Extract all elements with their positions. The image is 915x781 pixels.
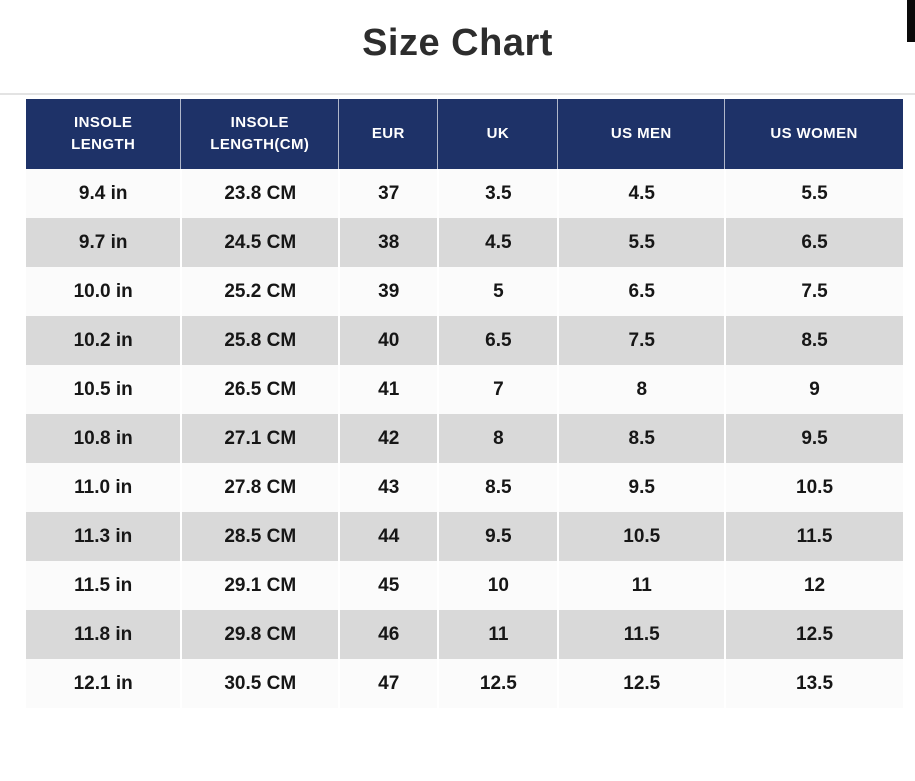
table-cell: 8.5 [557, 414, 725, 463]
table-row: 10.0 in 25.2 CM 39 5 6.5 7.5 [26, 267, 903, 316]
table-cell: 10.0 in [26, 267, 181, 316]
table-cell: 37 [338, 169, 438, 218]
table-cell: 28.5 CM [180, 512, 339, 561]
table-cell: 29.1 CM [180, 561, 339, 610]
table-cell: 8 [437, 414, 558, 463]
table-cell: 8.5 [437, 463, 558, 512]
col-header-eur: EUR [338, 99, 438, 169]
col-header-insole-length: INSOLE LENGTH [26, 99, 181, 169]
table-row: 10.8 in 27.1 CM 42 8 8.5 9.5 [26, 414, 903, 463]
table-cell: 11.5 [724, 512, 903, 561]
table-cell: 8.5 [724, 316, 903, 365]
table-cell: 11.5 [557, 610, 725, 659]
table-cell: 3.5 [437, 169, 558, 218]
table-header-row: INSOLE LENGTH INSOLE LENGTH(CM) EUR UK U… [26, 99, 903, 169]
table-cell: 11 [437, 610, 558, 659]
table-cell: 6.5 [557, 267, 725, 316]
table-cell: 29.8 CM [180, 610, 339, 659]
table-cell: 11.3 in [26, 512, 181, 561]
table-cell: 5.5 [557, 218, 725, 267]
table-cell: 39 [338, 267, 438, 316]
table-cell: 25.8 CM [180, 316, 339, 365]
table-cell: 12.1 in [26, 659, 181, 708]
table-cell: 11.0 in [26, 463, 181, 512]
table-cell: 11 [557, 561, 725, 610]
table-row: 11.5 in 29.1 CM 45 10 11 12 [26, 561, 903, 610]
table-cell: 10 [437, 561, 558, 610]
table-cell: 9.5 [437, 512, 558, 561]
table-cell: 12.5 [437, 659, 558, 708]
table-row: 11.0 in 27.8 CM 43 8.5 9.5 10.5 [26, 463, 903, 512]
top-right-black-bar [907, 0, 915, 42]
table-cell: 24.5 CM [180, 218, 339, 267]
table-row: 12.1 in 30.5 CM 47 12.5 12.5 13.5 [26, 659, 903, 708]
table-cell: 6.5 [724, 218, 903, 267]
size-chart-table: INSOLE LENGTH INSOLE LENGTH(CM) EUR UK U… [26, 99, 903, 708]
table-cell: 27.1 CM [180, 414, 339, 463]
table-cell: 5 [437, 267, 558, 316]
table-cell: 12 [724, 561, 903, 610]
table-cell: 26.5 CM [180, 365, 339, 414]
table-cell: 7 [437, 365, 558, 414]
table-cell: 46 [338, 610, 438, 659]
table-cell: 38 [338, 218, 438, 267]
col-header-us-women-label: US WOMEN [770, 124, 858, 142]
col-header-us-men-label: US MEN [610, 124, 672, 142]
table-cell: 9.7 in [26, 218, 181, 267]
header-divider [0, 93, 915, 95]
col-header-uk: UK [437, 99, 558, 169]
table-cell: 23.8 CM [180, 169, 339, 218]
table-cell: 27.8 CM [180, 463, 339, 512]
table-cell: 9.5 [557, 463, 725, 512]
table-row: 11.8 in 29.8 CM 46 11 11.5 12.5 [26, 610, 903, 659]
table-cell: 47 [338, 659, 438, 708]
col-header-us-women: US WOMEN [724, 99, 903, 169]
table-cell: 42 [338, 414, 438, 463]
table-cell: 30.5 CM [180, 659, 339, 708]
table-cell: 40 [338, 316, 438, 365]
page-title: Size Chart [362, 22, 553, 64]
table-cell: 13.5 [724, 659, 903, 708]
table-cell: 10.5 in [26, 365, 181, 414]
table-row: 11.3 in 28.5 CM 44 9.5 10.5 11.5 [26, 512, 903, 561]
table-cell: 10.5 [724, 463, 903, 512]
table-cell: 11.5 in [26, 561, 181, 610]
table-row: 10.2 in 25.8 CM 40 6.5 7.5 8.5 [26, 316, 903, 365]
table-cell: 45 [338, 561, 438, 610]
table-cell: 11.8 in [26, 610, 181, 659]
table-cell: 4.5 [437, 218, 558, 267]
table-cell: 9.5 [724, 414, 903, 463]
table-cell: 9 [724, 365, 903, 414]
col-header-insole-length-label: INSOLE LENGTH [71, 113, 136, 154]
table-cell: 9.4 in [26, 169, 181, 218]
table-cell: 41 [338, 365, 438, 414]
table-row: 10.5 in 26.5 CM 41 7 8 9 [26, 365, 903, 414]
col-header-us-men: US MEN [557, 99, 725, 169]
table-cell: 6.5 [437, 316, 558, 365]
table-cell: 25.2 CM [180, 267, 339, 316]
table-cell: 12.5 [724, 610, 903, 659]
col-header-insole-length-cm-label: INSOLE LENGTH(CM) [210, 113, 310, 154]
col-header-uk-label: UK [486, 124, 510, 142]
table-cell: 10.5 [557, 512, 725, 561]
table-cell: 7.5 [557, 316, 725, 365]
table-cell: 10.2 in [26, 316, 181, 365]
table-row: 9.7 in 24.5 CM 38 4.5 5.5 6.5 [26, 218, 903, 267]
table-cell: 12.5 [557, 659, 725, 708]
table-cell: 5.5 [724, 169, 903, 218]
col-header-insole-length-cm: INSOLE LENGTH(CM) [180, 99, 339, 169]
col-header-eur-label: EUR [371, 124, 405, 142]
table-cell: 7.5 [724, 267, 903, 316]
table-body: 9.4 in 23.8 CM 37 3.5 4.5 5.5 9.7 in 24.5 CM 38 4… [26, 169, 903, 708]
table-cell: 10.8 in [26, 414, 181, 463]
table-cell: 43 [338, 463, 438, 512]
table-row: 9.4 in 23.8 CM 37 3.5 4.5 5.5 [26, 169, 903, 218]
table-cell: 4.5 [557, 169, 725, 218]
table-cell: 44 [338, 512, 438, 561]
table-cell: 8 [557, 365, 725, 414]
